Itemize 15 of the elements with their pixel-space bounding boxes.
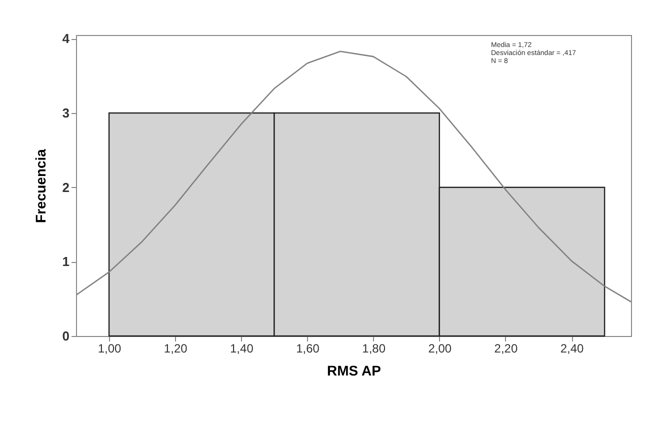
- x-tick-label: 1,60: [296, 342, 320, 356]
- y-tick-label: 4: [62, 31, 70, 46]
- x-tick-label: 2,20: [494, 342, 518, 356]
- x-tick-label: 1,20: [164, 342, 188, 356]
- x-tick-label: 1,80: [362, 342, 386, 356]
- x-axis-title: RMS AP: [327, 362, 381, 378]
- y-tick-label: 3: [62, 106, 70, 121]
- x-tick-label: 1,40: [230, 342, 254, 356]
- x-tick-label: 1,00: [98, 342, 122, 356]
- y-tick-label: 2: [62, 180, 70, 195]
- y-tick-label: 0: [62, 328, 70, 344]
- x-tick-label: 2,40: [560, 342, 584, 356]
- y-axis-title: Frecuencia: [32, 148, 48, 223]
- x-tick-label: 2,00: [428, 342, 452, 356]
- y-tick-label: 1: [62, 254, 70, 270]
